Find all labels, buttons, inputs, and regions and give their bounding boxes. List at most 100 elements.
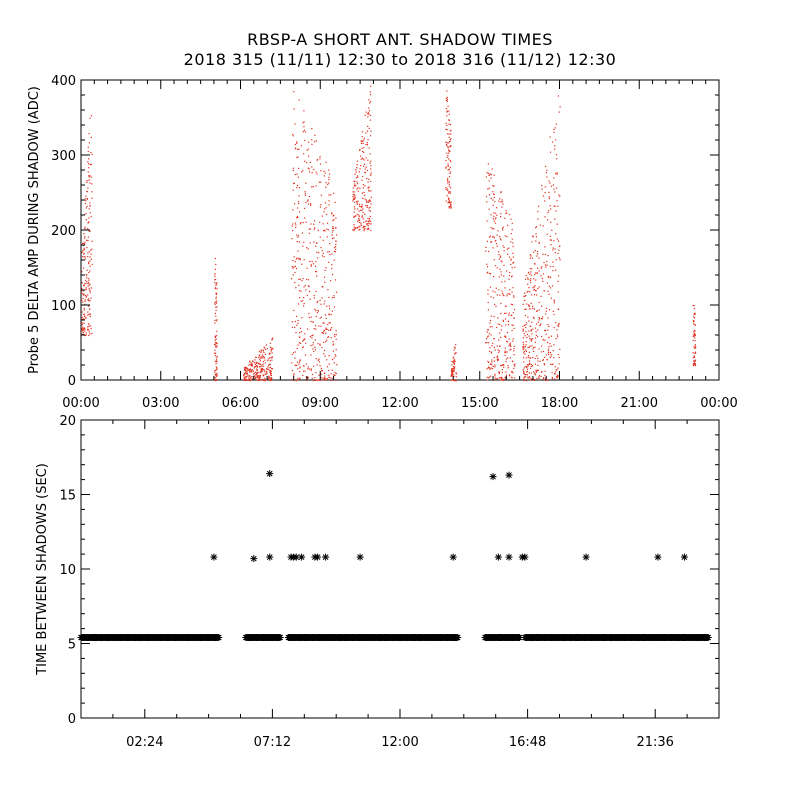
data-point	[296, 142, 298, 144]
data-point	[258, 379, 260, 381]
data-point	[523, 352, 525, 354]
data-point	[694, 340, 696, 342]
data-point	[544, 200, 546, 202]
data-point	[215, 359, 218, 361]
data-point	[214, 273, 216, 275]
data-point	[313, 297, 315, 299]
data-point	[530, 363, 532, 365]
data-point	[489, 273, 492, 275]
data-point	[303, 110, 305, 112]
data-point	[534, 274, 536, 276]
data-point	[216, 306, 218, 308]
data-point	[448, 191, 450, 193]
data-point	[693, 364, 695, 366]
data-point	[306, 267, 308, 269]
data-point	[535, 370, 537, 372]
data-point	[353, 211, 355, 213]
data-point	[513, 327, 515, 330]
data-point	[502, 294, 504, 296]
data-point	[335, 379, 337, 381]
data-point	[447, 165, 449, 167]
data-point	[369, 199, 371, 201]
x-tick-label: 18:00	[541, 396, 578, 411]
data-point	[328, 369, 330, 371]
data-point	[87, 221, 90, 223]
data-point	[303, 241, 305, 243]
data-point	[449, 172, 451, 174]
data-point	[352, 191, 354, 193]
data-point	[314, 141, 316, 143]
data-point	[319, 163, 322, 165]
data-point	[310, 203, 312, 205]
data-point	[244, 376, 246, 378]
data-point	[495, 243, 498, 245]
data-point	[500, 364, 502, 367]
data-point	[362, 187, 364, 189]
data-point	[84, 303, 86, 305]
data-point	[449, 159, 451, 161]
data-point	[535, 236, 537, 238]
data-point	[499, 294, 501, 296]
x-tick-label: 06:00	[222, 396, 259, 411]
data-point	[542, 280, 544, 282]
data-point	[291, 353, 293, 356]
data-point	[533, 288, 535, 290]
data-point	[513, 364, 515, 366]
data-point	[214, 322, 216, 324]
data-point	[505, 312, 507, 314]
data-point	[514, 266, 516, 268]
data-point	[88, 272, 90, 274]
data-point	[260, 369, 262, 371]
data-point	[448, 207, 450, 209]
data-point	[528, 305, 530, 308]
data-point	[361, 216, 363, 218]
data-point	[451, 370, 453, 372]
data-point	[291, 369, 293, 372]
x-tick-label: 00:00	[62, 396, 99, 411]
data-point	[549, 356, 551, 359]
data-point	[503, 378, 505, 380]
data-point	[694, 332, 696, 335]
data-point	[88, 289, 91, 291]
data-point	[245, 366, 247, 368]
data-point	[537, 369, 539, 372]
data-point	[500, 302, 502, 305]
data-point	[370, 101, 372, 103]
data-point	[497, 359, 499, 361]
data-point	[255, 365, 257, 367]
data-point	[447, 155, 449, 157]
data-point	[486, 331, 488, 333]
data-point	[446, 110, 448, 112]
data-point	[297, 368, 299, 370]
data-point	[558, 356, 560, 359]
data-point	[326, 377, 328, 379]
data-point	[292, 267, 294, 269]
asterisk-marker	[449, 553, 457, 561]
data-point	[303, 302, 305, 305]
data-point	[85, 288, 87, 290]
data-point	[301, 317, 303, 319]
data-point	[526, 368, 529, 370]
data-point	[268, 375, 270, 377]
data-point	[328, 182, 330, 184]
data-point	[299, 297, 301, 299]
data-point	[262, 374, 264, 376]
data-point	[504, 312, 506, 314]
data-point	[255, 377, 257, 379]
data-point	[507, 253, 509, 255]
data-point	[253, 375, 256, 377]
data-point	[244, 368, 246, 370]
data-point	[214, 335, 216, 337]
data-point	[448, 119, 450, 121]
data-point	[356, 164, 358, 166]
data-point	[525, 344, 527, 346]
data-point	[558, 249, 560, 251]
data-point	[553, 327, 555, 329]
data-point	[354, 195, 356, 197]
data-point	[525, 331, 527, 333]
data-point	[269, 357, 271, 359]
data-point	[353, 191, 355, 193]
data-point	[450, 207, 452, 209]
data-point	[505, 210, 507, 212]
data-point	[298, 167, 300, 169]
